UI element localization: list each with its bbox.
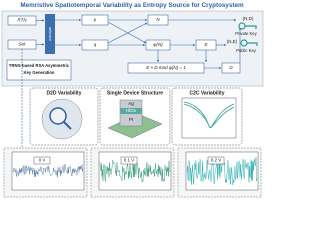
private-exponent: D (229, 65, 233, 70)
totient: φ(N) (153, 42, 163, 47)
selector: selector (48, 27, 53, 42)
selector-bar (45, 14, 55, 54)
noise-plots: 0 V 0.1 V 0.2 V (3, 147, 262, 198)
caption: Key Generation (24, 70, 55, 75)
label-box (33, 156, 51, 165)
magnifier (49, 107, 67, 125)
layer-label: HfOx (126, 108, 137, 113)
arrow (107, 21, 147, 44)
arrow (107, 22, 148, 44)
graphical-abstract: Memristive Spatiotemporal Variability as… (1, 2, 264, 198)
device-panel: Single Device Structure Ag HfOx Pt (99, 87, 171, 146)
layer (120, 108, 142, 114)
layer-label: Pt (129, 117, 134, 122)
public-pair: (N,E) (227, 39, 238, 44)
plot-frame (181, 97, 237, 139)
panel-title: D2D Variability (46, 90, 81, 96)
layer-label: Ag (128, 101, 134, 106)
d2d-panel: D2D Variability (29, 87, 99, 146)
bias-label: 0.1 V (124, 158, 135, 163)
key-icon (247, 42, 258, 46)
title: Memristive Spatiotemporal Variability as… (20, 2, 244, 9)
noise-trace (12, 163, 84, 178)
caption-box (6, 59, 72, 81)
rsa-flow: RTN Set selector p q N φ(N) E E × D mod … (6, 14, 258, 81)
caption: TRNG-based RSA Asymmetric (9, 63, 70, 68)
noise-trace (186, 157, 258, 185)
input: RTN (17, 18, 27, 23)
public-key: Public Key (236, 48, 257, 53)
public-exponent: E (204, 42, 208, 47)
panel-title: Single Device Structure (107, 90, 163, 96)
panel-frame (171, 87, 243, 146)
input: Set (19, 42, 27, 47)
prime: p (93, 17, 97, 22)
panel-title: C2C Variability (189, 90, 224, 96)
private-key: Private Key (235, 31, 257, 36)
equation: E × D mod φ(N) = 1 (146, 65, 186, 70)
exponent-box (221, 62, 241, 74)
prime: q (94, 42, 97, 47)
c2c-panel: C2C Variability (171, 87, 243, 146)
private-pair: (N,D) (243, 16, 254, 21)
magnifier (63, 121, 72, 130)
iv-curve (183, 101, 235, 129)
label-box (120, 156, 138, 165)
modulus: N (156, 17, 160, 22)
label-box (207, 156, 225, 165)
bias-label: 0.2 V (211, 158, 222, 163)
bias-label: 0 V (39, 158, 46, 163)
key-icon (245, 25, 257, 29)
